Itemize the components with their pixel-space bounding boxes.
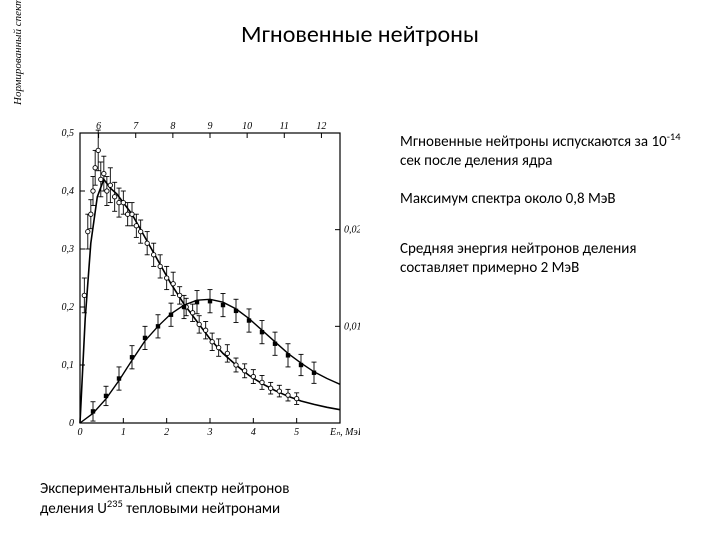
svg-text:0,01: 0,01 [344,321,360,332]
svg-text:4: 4 [251,427,256,438]
svg-text:0,02: 0,02 [344,225,360,236]
svg-text:0,1: 0,1 [62,360,75,371]
svg-text:0: 0 [78,427,83,438]
svg-text:11: 11 [280,121,289,132]
page-title: Мгновенные нейтроны [0,20,720,49]
svg-text:7: 7 [133,121,139,132]
svg-text:2: 2 [164,427,169,438]
svg-text:0,4: 0,4 [62,186,75,197]
svg-text:9: 9 [208,121,213,132]
svg-text:3: 3 [207,427,213,438]
right-paragraph-1: Мгновенные нейтроны испускаются за 10-14… [400,130,700,171]
right-paragraph-2: Максимум спектра около 0,8 МэВ [400,190,700,209]
svg-text:12: 12 [316,121,326,132]
svg-text:0,3: 0,3 [62,244,75,255]
svg-text:Eₙ, МэВ: Eₙ, МэВ [329,427,360,438]
svg-text:0,5: 0,5 [62,128,75,139]
y-axis-left-label: Нормированный спектр деления N(E) [12,0,24,105]
svg-text:0,2: 0,2 [62,302,75,313]
svg-text:5: 5 [294,427,299,438]
svg-text:8: 8 [170,121,175,132]
svg-text:0: 0 [69,418,74,429]
svg-text:1: 1 [121,427,126,438]
right-paragraph-3: Средняя энергия нейтронов деления состав… [400,240,700,278]
neutron-spectrum-chart: 012345Eₙ, МэВ678910111200,10,20,30,40,50… [30,105,360,445]
chart-caption: Экспериментальный спектр нейтронов делен… [40,480,340,518]
svg-text:10: 10 [242,121,252,132]
